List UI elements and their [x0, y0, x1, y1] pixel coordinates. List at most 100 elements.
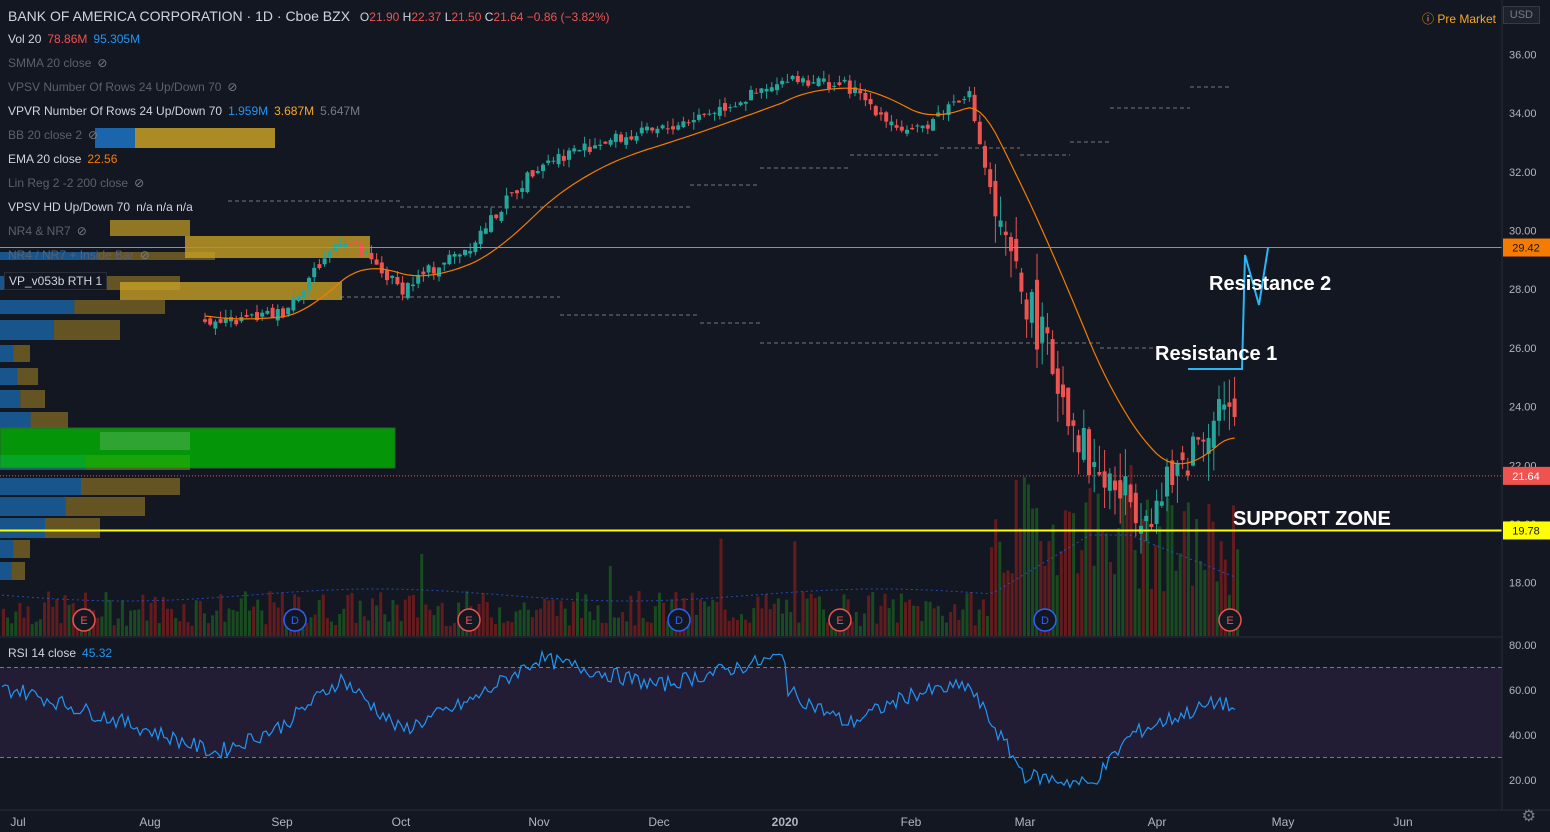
volume-bar [407, 595, 411, 636]
volume-bar [375, 605, 379, 636]
gear-icon[interactable]: ⚙ [1521, 808, 1536, 825]
volume-bar [1154, 545, 1158, 636]
volume-bar [252, 606, 256, 636]
indicator-5[interactable]: EMA 20 close 22.56 [8, 152, 117, 166]
support-price-badge-text: 19.78 [1512, 525, 1540, 537]
volume-bar [904, 602, 907, 636]
indicator-3[interactable]: VPVR Number Of Rows 24 Up/Down 70 1.959M 3… [8, 104, 360, 118]
candle-body [1092, 462, 1097, 467]
candle-body [218, 319, 223, 323]
hidden-eye-icon[interactable]: ⊘ [227, 80, 238, 94]
candle-body [1061, 384, 1065, 398]
volume-bar [559, 600, 563, 636]
volume-bar [871, 591, 875, 636]
volume-bar [916, 606, 920, 636]
volume-bar [899, 593, 903, 636]
event-label: D [291, 615, 299, 627]
hidden-eye-icon[interactable]: ⊘ [134, 176, 145, 190]
symbol-title[interactable]: BANK OF AMERICA CORPORATION · 1D · Cboe … [8, 8, 351, 24]
volume-bar [965, 593, 969, 636]
volume-bar [358, 600, 362, 636]
pre-market-badge[interactable]: ⓘ Pre Market [1422, 10, 1496, 27]
candle-body [556, 154, 561, 165]
volume-bar [272, 602, 276, 636]
indicator-1[interactable]: SMMA 20 close ⊘ [8, 56, 107, 70]
candle-body [312, 267, 317, 278]
vp-row-up [0, 540, 14, 558]
volume-bar [694, 614, 698, 636]
event-label: E [80, 615, 87, 627]
volume-bar [1150, 588, 1153, 636]
candle-body [577, 149, 582, 152]
candle-body [468, 251, 473, 254]
hidden-eye-icon[interactable]: ⊘ [88, 128, 99, 142]
volume-bar [1080, 550, 1084, 636]
volume-bar [1117, 528, 1121, 636]
volume-bar [1100, 530, 1104, 636]
indicator-0[interactable]: Vol 20 78.86M 95.305M [8, 32, 140, 46]
volume-bar [354, 622, 358, 636]
volume-bar [1191, 585, 1194, 636]
dividend-marker [283, 608, 307, 632]
volume-bar [731, 617, 735, 636]
candle-body [343, 243, 348, 248]
volume-bar [576, 592, 579, 636]
volume-bar [399, 621, 403, 636]
volume-bar [592, 620, 596, 636]
candle-body [962, 98, 967, 100]
volume-bar [1133, 550, 1137, 636]
support-zone-label: SUPPORT ZONE [1233, 508, 1391, 530]
candle-body [307, 277, 311, 291]
rsi-legend[interactable]: RSI 14 close 45.32 [8, 646, 113, 660]
event-label: E [465, 615, 472, 627]
volume-bar [116, 618, 120, 636]
candle-body [1076, 435, 1081, 453]
earnings-marker [72, 608, 96, 632]
volume-bar [822, 609, 825, 636]
hidden-eye-icon[interactable]: ⊘ [97, 56, 108, 70]
volume-bar [1022, 477, 1026, 636]
candle-body [1196, 437, 1201, 440]
currency-badge[interactable]: USD [1502, 6, 1540, 24]
indicator-2[interactable]: VPSV Number Of Rows 24 Up/Down 70 ⊘ [8, 80, 237, 94]
volume-bar [658, 592, 661, 636]
volume-bar [551, 599, 555, 636]
indicator-7[interactable]: VPSV HD Up/Down 70 n/a n/a n/a [8, 200, 193, 214]
indicator-label: VP_v053b RTH 1 [9, 274, 103, 288]
indicator-4[interactable]: BB 20 close 2 ⊘ [8, 128, 98, 142]
candle-body [587, 146, 592, 152]
volume-bar [194, 600, 198, 636]
hidden-eye-icon[interactable]: ⊘ [139, 248, 150, 262]
candle-body [915, 125, 920, 127]
last-price-badge [1503, 466, 1550, 485]
indicator-9[interactable]: NR4 / NR7 + Inside Bar ⊘ [8, 248, 150, 262]
candle-body [837, 82, 842, 85]
candle-body [546, 160, 551, 164]
volume-bar [953, 604, 957, 636]
volume-bar [612, 617, 616, 636]
candle-body [1118, 480, 1123, 499]
volume-bar [321, 594, 325, 636]
candle-body [785, 81, 790, 83]
vp-row-up [0, 478, 81, 495]
candle-body [925, 124, 930, 129]
volume-bar [969, 591, 973, 636]
candle-body [733, 106, 738, 108]
candle-body [1133, 492, 1138, 524]
volume-bar [666, 621, 670, 636]
indicator-6[interactable]: Lin Reg 2 -2 200 close ⊘ [8, 176, 144, 190]
indicator-value: 5.647M [320, 104, 361, 118]
volume-bar [883, 593, 887, 636]
price-tick: 34.00 [1509, 108, 1537, 120]
volume-bar [986, 615, 989, 636]
volume-bar [1141, 518, 1145, 636]
indicator-10[interactable]: VP_v053b RTH 1 [4, 272, 108, 290]
volume-bar [346, 594, 350, 636]
volume-bar [395, 604, 399, 636]
candle-body [827, 82, 831, 89]
indicator-8[interactable]: NR4 & NR7 ⊘ [8, 224, 87, 238]
hidden-eye-icon[interactable]: ⊘ [76, 224, 87, 238]
earnings-marker [457, 608, 481, 632]
